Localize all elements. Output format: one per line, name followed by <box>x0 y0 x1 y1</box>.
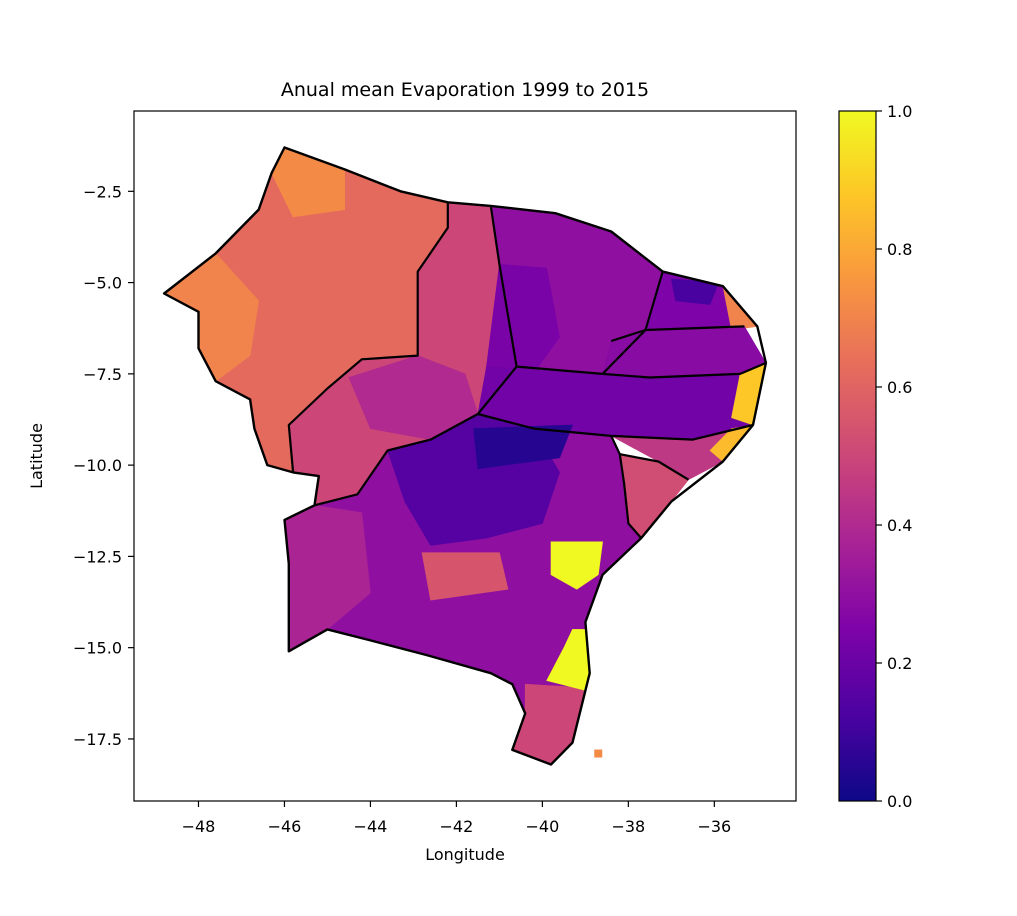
state-border-5 <box>516 361 767 379</box>
x-tick-label: −46 <box>268 817 302 836</box>
colorbar-tick-label: 0.8 <box>887 240 912 259</box>
colorbar-tick-label: 0.0 <box>887 792 912 811</box>
y-axis-label: Latitude <box>27 423 46 489</box>
x-tick-label: −38 <box>611 817 645 836</box>
heat-region-ba-darkspot <box>473 424 573 470</box>
colorbar-tick-label: 0.4 <box>887 516 912 535</box>
state-border-7 <box>610 325 745 343</box>
y-tick-label: −10.0 <box>73 456 122 475</box>
state-border-9 <box>618 454 643 539</box>
x-tick-label: −42 <box>440 817 474 836</box>
colorbar-tick-label: 0.6 <box>887 378 912 397</box>
outlier-pixel <box>594 749 603 758</box>
state-border-2 <box>489 205 518 367</box>
y-tick-label: −2.5 <box>83 182 122 201</box>
x-tick-label: −36 <box>697 817 731 836</box>
y-tick-label: −5.0 <box>83 274 122 293</box>
chart-title: Anual mean Evaporation 1999 to 2015 <box>281 79 649 101</box>
colorbar-tick-label: 1.0 <box>887 102 912 121</box>
heat-region-ba-yellow-n <box>550 541 603 590</box>
state-borders <box>162 146 768 766</box>
state-border-3 <box>314 365 518 507</box>
x-axis-ticks: −48 −46 −44 −42 −40 −38 −36 <box>182 801 731 836</box>
y-axis-ticks: −2.5 −5.0 −7.5 −10.0 −12.5 −15.0 −17.5 <box>73 182 134 749</box>
x-tick-label: −44 <box>354 817 388 836</box>
plot-frame <box>133 110 797 802</box>
x-tick-label: −40 <box>525 817 559 836</box>
x-axis-label: Longitude <box>425 845 505 864</box>
colorbar-tick-label: 0.2 <box>887 654 912 673</box>
colorbar <box>838 110 877 802</box>
y-tick-label: −7.5 <box>83 365 122 384</box>
state-border-8 <box>610 435 690 481</box>
region-outline <box>162 146 768 766</box>
y-tick-label: −15.0 <box>73 639 122 658</box>
colorbar-ticks: 0.0 0.2 0.4 0.6 0.8 1.0 <box>876 102 912 811</box>
state-border-1 <box>287 202 449 473</box>
y-tick-label: −12.5 <box>73 547 122 566</box>
x-tick-label: −48 <box>182 817 216 836</box>
heatmap-layer <box>164 147 766 765</box>
y-tick-label: −17.5 <box>73 730 122 749</box>
heat-region-ba-center <box>421 552 509 601</box>
